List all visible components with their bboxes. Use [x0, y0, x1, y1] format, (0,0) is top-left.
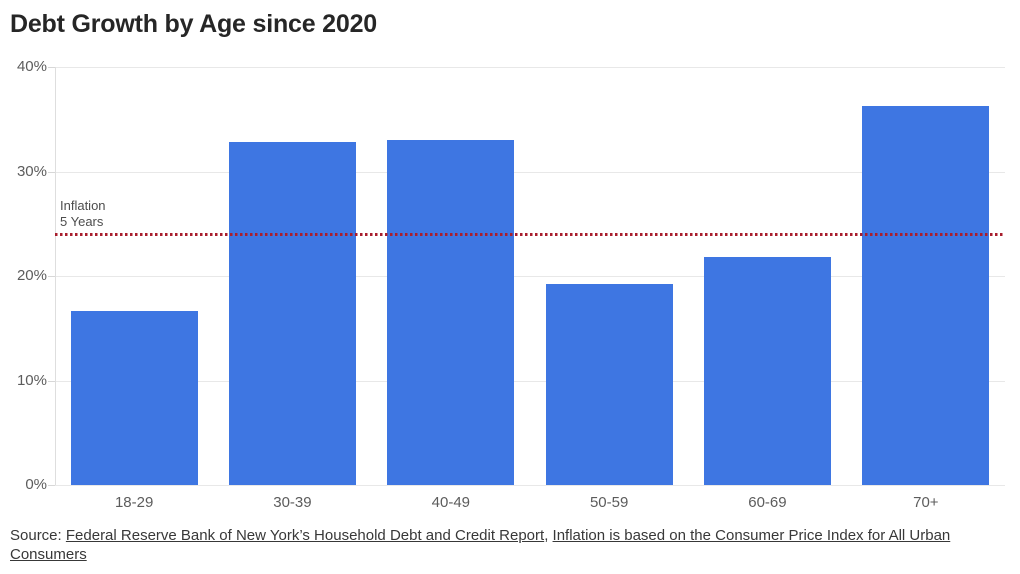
- y-axis-tick-label: 40%: [16, 58, 47, 75]
- gridline-0: [55, 485, 1005, 486]
- source-prefix: Source:: [10, 527, 66, 544]
- x-axis-tick-label: 40-49: [431, 494, 471, 511]
- y-axis-tick-label: 30%: [16, 162, 47, 180]
- bar-18-29: [70, 310, 198, 485]
- source-link-fed-report[interactable]: Federal Reserve Bank of New York’s House…: [65, 527, 545, 544]
- bar-40-49: [387, 140, 515, 485]
- source-link-cpi[interactable]: Inflation is based on the Consumer Price…: [10, 527, 951, 563]
- gridline-30: [55, 171, 1005, 173]
- bar-60-69: [704, 257, 831, 485]
- x-axis-tick-label: 70+: [913, 494, 939, 511]
- y-tick-mark-30: [48, 171, 55, 173]
- x-axis-tick-label: 50-59: [589, 494, 629, 511]
- gridline-20: [55, 276, 1005, 277]
- y-axis-tick-label: 10%: [16, 371, 47, 389]
- x-axis-tick-label: 30-39: [273, 494, 312, 511]
- source-footer: Source: Federal Reserve Bank of New York…: [10, 526, 968, 564]
- gridline-10: [55, 380, 1005, 382]
- inflation-reference-line: [55, 233, 1005, 237]
- chart-title: Debt Growth by Age since 2020: [10, 10, 377, 38]
- x-axis-tick-label: 60-69: [748, 494, 787, 511]
- inflation-line-label: Inflation 5 Years: [60, 198, 106, 230]
- y-tick-mark-20: [48, 276, 55, 277]
- gridline-40: [55, 67, 1005, 68]
- y-tick-mark-0: [48, 485, 55, 486]
- y-tick-mark-10: [48, 380, 55, 382]
- source-separator: ,: [544, 527, 553, 544]
- bar-50-59: [545, 284, 673, 485]
- y-axis-tick-label: 0%: [25, 476, 47, 493]
- y-axis-tick-label: 20%: [16, 267, 47, 284]
- y-tick-mark-40: [48, 67, 55, 68]
- x-axis-tick-label: 18-29: [114, 494, 154, 511]
- y-axis-line: [55, 67, 56, 485]
- bar-70+: [862, 105, 990, 485]
- bar-30-39: [229, 142, 356, 485]
